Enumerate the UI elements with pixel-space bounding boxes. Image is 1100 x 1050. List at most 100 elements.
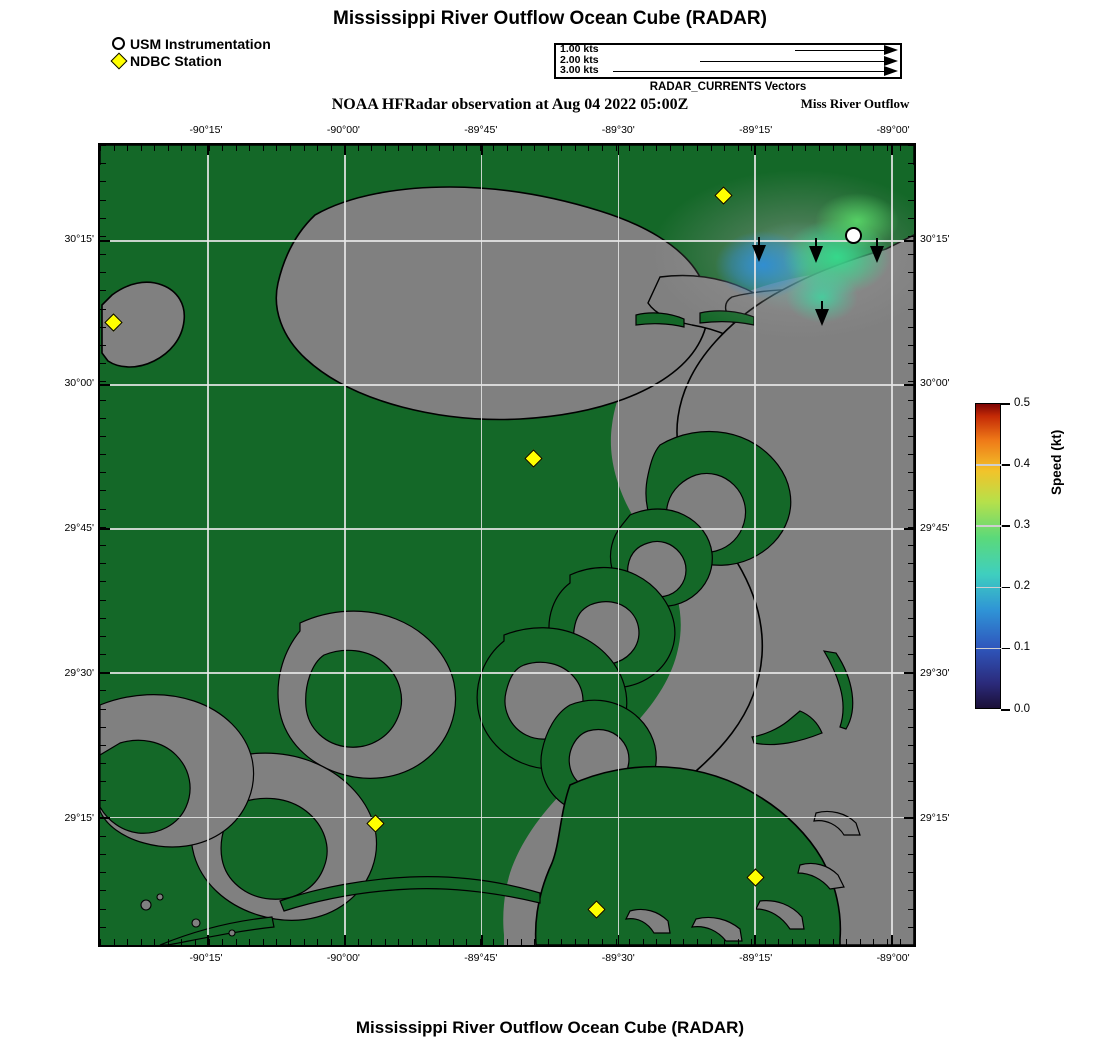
marker-legend: USM Instrumentation NDBC Station [110,36,271,70]
tick-lat-right [908,635,914,637]
tick-lon-top [452,145,454,151]
tick-lon-top [778,145,780,151]
latitude-label-left: 29°15' [64,812,94,825]
tick-lon-bottom [737,939,739,945]
tick-lat-right [908,890,914,892]
tick-lon-bottom [222,939,224,945]
tick-lon-bottom [886,939,888,945]
tick-lat-right [908,199,914,201]
tick-lon-top-major [480,145,483,155]
tick-lon-bottom [357,939,359,945]
colorbar-tick-inner [976,586,1002,589]
tick-lon-bottom [819,939,821,945]
tick-lat-left [100,472,106,474]
tick-lon-bottom [262,939,264,945]
tick-lat-left [100,526,106,528]
tick-lon-bottom [113,939,115,945]
tick-lon-top-major [617,145,620,155]
tick-lon-bottom [181,939,183,945]
tick-lat-left [100,763,106,765]
tick-lat-left [100,854,106,856]
tick-lat-left [100,726,106,728]
tick-lon-bottom [127,939,129,945]
usm-instrument-marker[interactable] [845,226,863,244]
tick-lon-bottom [669,939,671,945]
tick-lon-bottom [493,939,495,945]
tick-lon-bottom [479,939,481,945]
gridline-horizontal [100,384,914,386]
map-plot-area[interactable] [98,143,916,947]
vector-tail [876,237,879,248]
tick-lon-top [629,145,631,151]
tick-lat-right [908,599,914,601]
latitude-label-right: 29°15' [920,812,950,825]
page-footer-title: Mississippi River Outflow Ocean Cube (RA… [355,1018,745,1037]
tick-lon-bottom [832,939,834,945]
tick-lon-top [113,145,115,151]
tick-lat-left [100,163,106,165]
tick-lon-top [222,145,224,151]
tick-lat-right [908,345,914,346]
tick-lon-bottom [615,939,617,945]
tick-lat-right [908,781,914,783]
legend-item-usm-label: USM Instrumentation [130,36,271,52]
tick-lon-top [507,145,508,151]
tick-lon-top [805,145,807,151]
tick-lat-left [100,345,106,346]
tick-lon-top [100,145,101,151]
vector-key-row: 2.00 kts [556,54,900,67]
region-label: Miss River Outflow [800,96,910,111]
tick-lat-right [908,254,914,256]
tick-lat-right [908,835,914,837]
tick-lat-left [100,145,106,146]
tick-lon-bottom [507,939,508,945]
tick-lon-top [357,145,359,151]
longitude-label-top: -89°30' [601,124,635,136]
vector-arrowhead [815,309,830,326]
tick-lon-bottom [398,939,400,945]
latitude-axis-right: 30°15' 30°00' 29°45' 29°30' 29°15' [920,143,990,947]
tick-lat-right [908,926,914,928]
tick-lat-left [100,235,106,237]
tick-lon-bottom [791,939,793,945]
tick-lon-top [846,145,848,151]
tick-lat-left [100,417,106,419]
tick-lat-left [100,745,106,746]
tick-lon-bottom [629,939,631,945]
tick-lat-left [100,490,106,492]
tick-lat-right-major [904,240,914,242]
tick-lat-left [100,581,106,583]
tick-lat-right-major [904,672,914,674]
latitude-label-right: 30°00' [920,377,950,390]
tick-lat-right [908,799,914,801]
tick-lat-left [100,272,106,274]
tick-lat-right [908,145,914,146]
latitude-label-right: 30°15' [920,232,950,245]
tick-lon-bottom [100,939,101,945]
tick-lon-top [547,145,549,151]
longitude-label-bottom: -89°15' [739,952,773,964]
colorbar-tick [1001,647,1010,650]
tick-lat-right [908,363,914,365]
longitude-label-top: -90°15' [189,124,223,136]
longitude-label-bottom: -90°15' [189,952,223,964]
tick-lon-top [384,145,386,151]
tick-lon-top [601,145,603,151]
tick-lon-bottom [859,939,861,945]
tick-lon-top [900,145,902,151]
tick-lat-right [908,526,914,528]
tick-lat-right [908,326,914,328]
tick-lat-right [908,508,914,510]
tick-lon-top [886,145,888,151]
tick-lat-left [100,290,106,292]
tick-lon-top [737,145,739,151]
colorbar-title: Speed (kt) [1049,429,1064,495]
tick-lon-bottom [724,939,726,945]
tick-lat-right [908,163,914,165]
tick-lat-right-major [904,384,914,386]
tick-lat-left [100,363,106,365]
arrow-head-icon [884,45,898,55]
tick-lat-right [908,290,914,292]
colorbar-tick [1001,464,1010,466]
tick-lon-bottom [154,939,156,945]
